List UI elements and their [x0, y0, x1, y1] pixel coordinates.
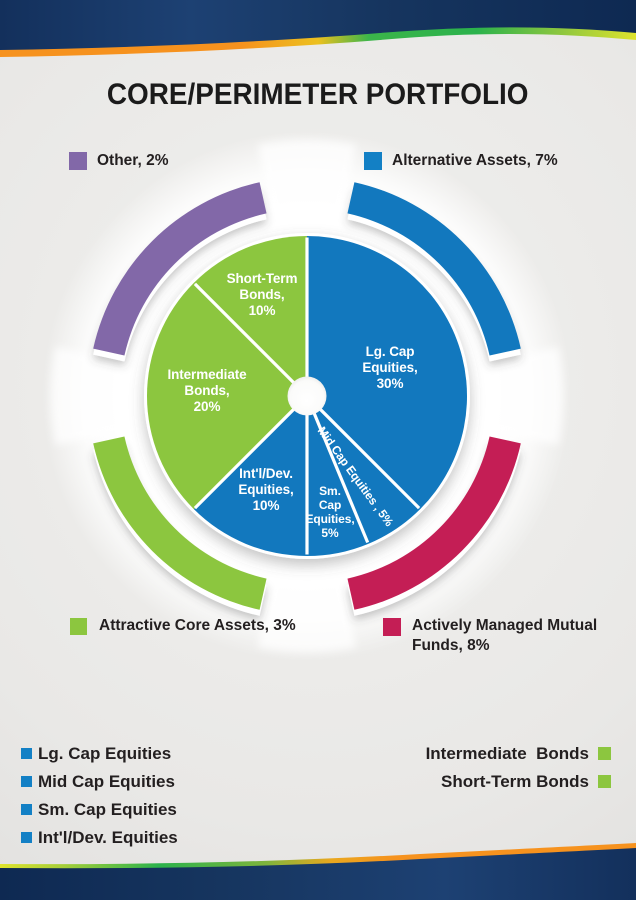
alternative-assets-swatch: [364, 152, 382, 170]
slice-divider: [193, 406, 297, 510]
slice-divider: [317, 406, 421, 510]
other-swatch: [69, 152, 87, 170]
legend-swatch: [21, 804, 32, 815]
top-banner: [0, 0, 636, 57]
gap-band: [258, 139, 356, 234]
legend-swatch: [598, 775, 611, 788]
label-sm-cap-equities: Sm. Cap Equities, 5%: [305, 483, 355, 541]
pie-slice-int-l-dev-equities: [193, 396, 307, 556]
attractive-core-assets-swatch: [70, 618, 87, 635]
actively-managed-swatch: [383, 618, 401, 636]
legend-left-column: Lg. Cap Equities Mid Cap Equities Sm. Ca…: [21, 743, 178, 857]
legend-item-intl-dev-equities: Int'l/Dev. Equities: [21, 827, 178, 847]
pie-slice-lg-cap-equities: [307, 235, 468, 510]
legend-item-mid-cap-equities: Mid Cap Equities: [21, 771, 178, 791]
perimeter-arc-other: [93, 182, 267, 356]
gap-band: [469, 347, 564, 445]
attractive-core-assets-callout-label: Attractive Core Assets, 3%: [99, 617, 296, 634]
gap-band: [258, 558, 356, 653]
actively-managed-callout-label: Actively Managed Mutual Funds, 8%: [412, 617, 598, 654]
perimeter-arc-actively-managed-mutual-funds: [347, 436, 521, 610]
pie-slice-mid-cap-equities: [307, 396, 421, 544]
legend-swatch: [21, 776, 32, 787]
label-short-term-bonds: Short-Term Bonds, 10%: [226, 271, 298, 318]
legend-label: Int'l/Dev. Equities: [38, 827, 178, 847]
legend-label: Short-Term Bonds: [441, 771, 589, 791]
pie-slice-intermediate-bonds: [146, 282, 307, 510]
slice-divider: [311, 410, 370, 544]
perimeter-arcs: [93, 182, 521, 616]
perimeter-arc-alternative-assets: [347, 182, 521, 356]
label-intl-dev-equities: Int'l/Dev. Equities, 10%: [238, 466, 294, 513]
legend-swatch: [21, 832, 32, 843]
other-callout-label: Other, 2%: [97, 152, 169, 169]
pie-slices: [146, 235, 468, 556]
legend-right-column: Intermediate Bonds Short-Term Bonds: [425, 743, 611, 801]
legend-swatch: [21, 748, 32, 759]
donut-hole: [287, 376, 327, 416]
gap-bands: [50, 139, 564, 653]
slice-divider: [193, 282, 297, 386]
legend-item-sm-cap-equities: Sm. Cap Equities: [21, 799, 178, 819]
label-intermediate-bonds: Intermediate Bonds, 20%: [167, 367, 247, 414]
legend-swatch: [598, 747, 611, 760]
legend-item-lg-cap-equities: Lg. Cap Equities: [21, 743, 178, 763]
legend-item-short-term-bonds: Short-Term Bonds: [426, 771, 611, 791]
perimeter-arc-attractive-core-assets: [93, 436, 267, 610]
legend-label: Mid Cap Equities: [38, 771, 175, 791]
label-lg-cap-equities: Lg. Cap Equities, 30%: [362, 344, 418, 391]
page-title: CORE/PERIMETER PORTFOLIO: [107, 78, 529, 111]
gap-band: [50, 347, 145, 445]
legend-label: Intermediate Bonds: [425, 743, 589, 763]
alternative-assets-callout-label: Alternative Assets, 7%: [392, 152, 558, 169]
bottom-banner: [0, 843, 636, 900]
legend-label: Lg. Cap Equities: [38, 743, 172, 763]
pie-slice-short-term-bonds: [193, 236, 307, 396]
legend-label: Sm. Cap Equities: [38, 799, 177, 819]
bottom-banner-navy: [0, 848, 636, 900]
legend-item-intermediate-bonds: Intermediate Bonds: [425, 743, 611, 763]
top-banner-navy: [0, 0, 636, 50]
